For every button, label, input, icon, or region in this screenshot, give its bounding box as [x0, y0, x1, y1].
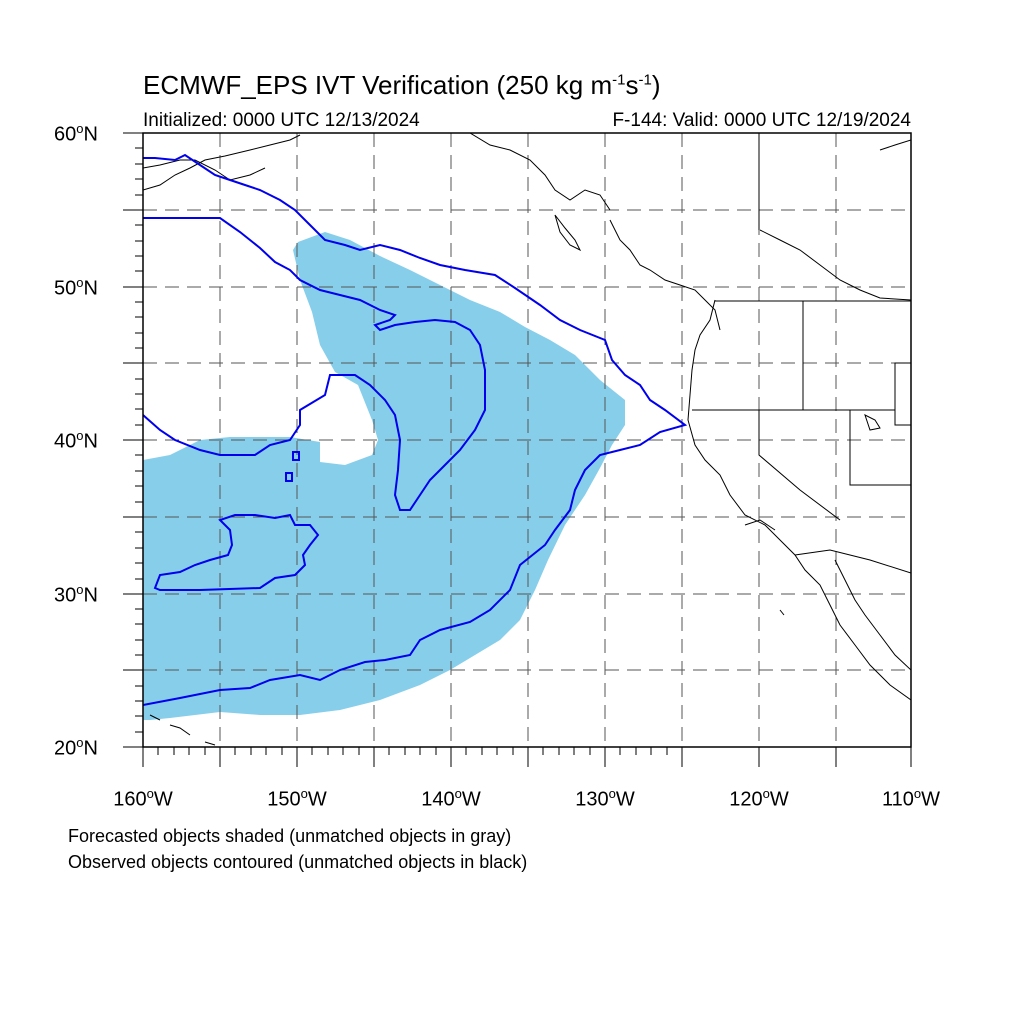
lon-label-110w: 110oW: [881, 786, 941, 811]
lat-label-20n: 20oN: [54, 735, 98, 760]
lat-label-50n: 50oN: [54, 275, 98, 300]
lat-label-40n: 40oN: [54, 428, 98, 453]
lon-label-150w: 150oW: [267, 786, 327, 811]
lat-label-30n: 30oN: [54, 582, 98, 607]
graticule: [143, 133, 911, 747]
lon-label-130w: 130oW: [575, 786, 635, 811]
axis-ticks: [123, 132, 912, 767]
observed-object-small-a: [292, 451, 300, 461]
coastlines: [143, 133, 911, 746]
valid-time-label: F-144: Valid: 0000 UTC 12/19/2024: [612, 110, 911, 131]
lon-label-160w: 160oW: [113, 786, 173, 811]
observed-object-small-b: [285, 472, 293, 482]
lat-label-60n: 60oN: [54, 121, 98, 146]
legend-observed-note: Observed objects contoured (unmatched ob…: [68, 852, 528, 872]
political-borders: [692, 133, 911, 574]
init-time-label: Initialized: 0000 UTC 12/13/2024: [143, 110, 420, 131]
minor-ticks: [135, 147, 668, 755]
legend-forecast-note: Forecasted objects shaded (unmatched obj…: [68, 826, 512, 846]
forecast-object: [143, 232, 625, 720]
observed-object-main: [143, 153, 688, 706]
map-title: ECMWF_EPS IVT Verification (250 kg m-1s-…: [143, 70, 661, 100]
observed-object-inner: [143, 217, 486, 511]
observed-object-sub: [153, 513, 320, 591]
lon-label-140w: 140oW: [421, 786, 481, 811]
observed-contours: [143, 153, 688, 706]
lon-label-120w: 120oW: [729, 786, 789, 811]
